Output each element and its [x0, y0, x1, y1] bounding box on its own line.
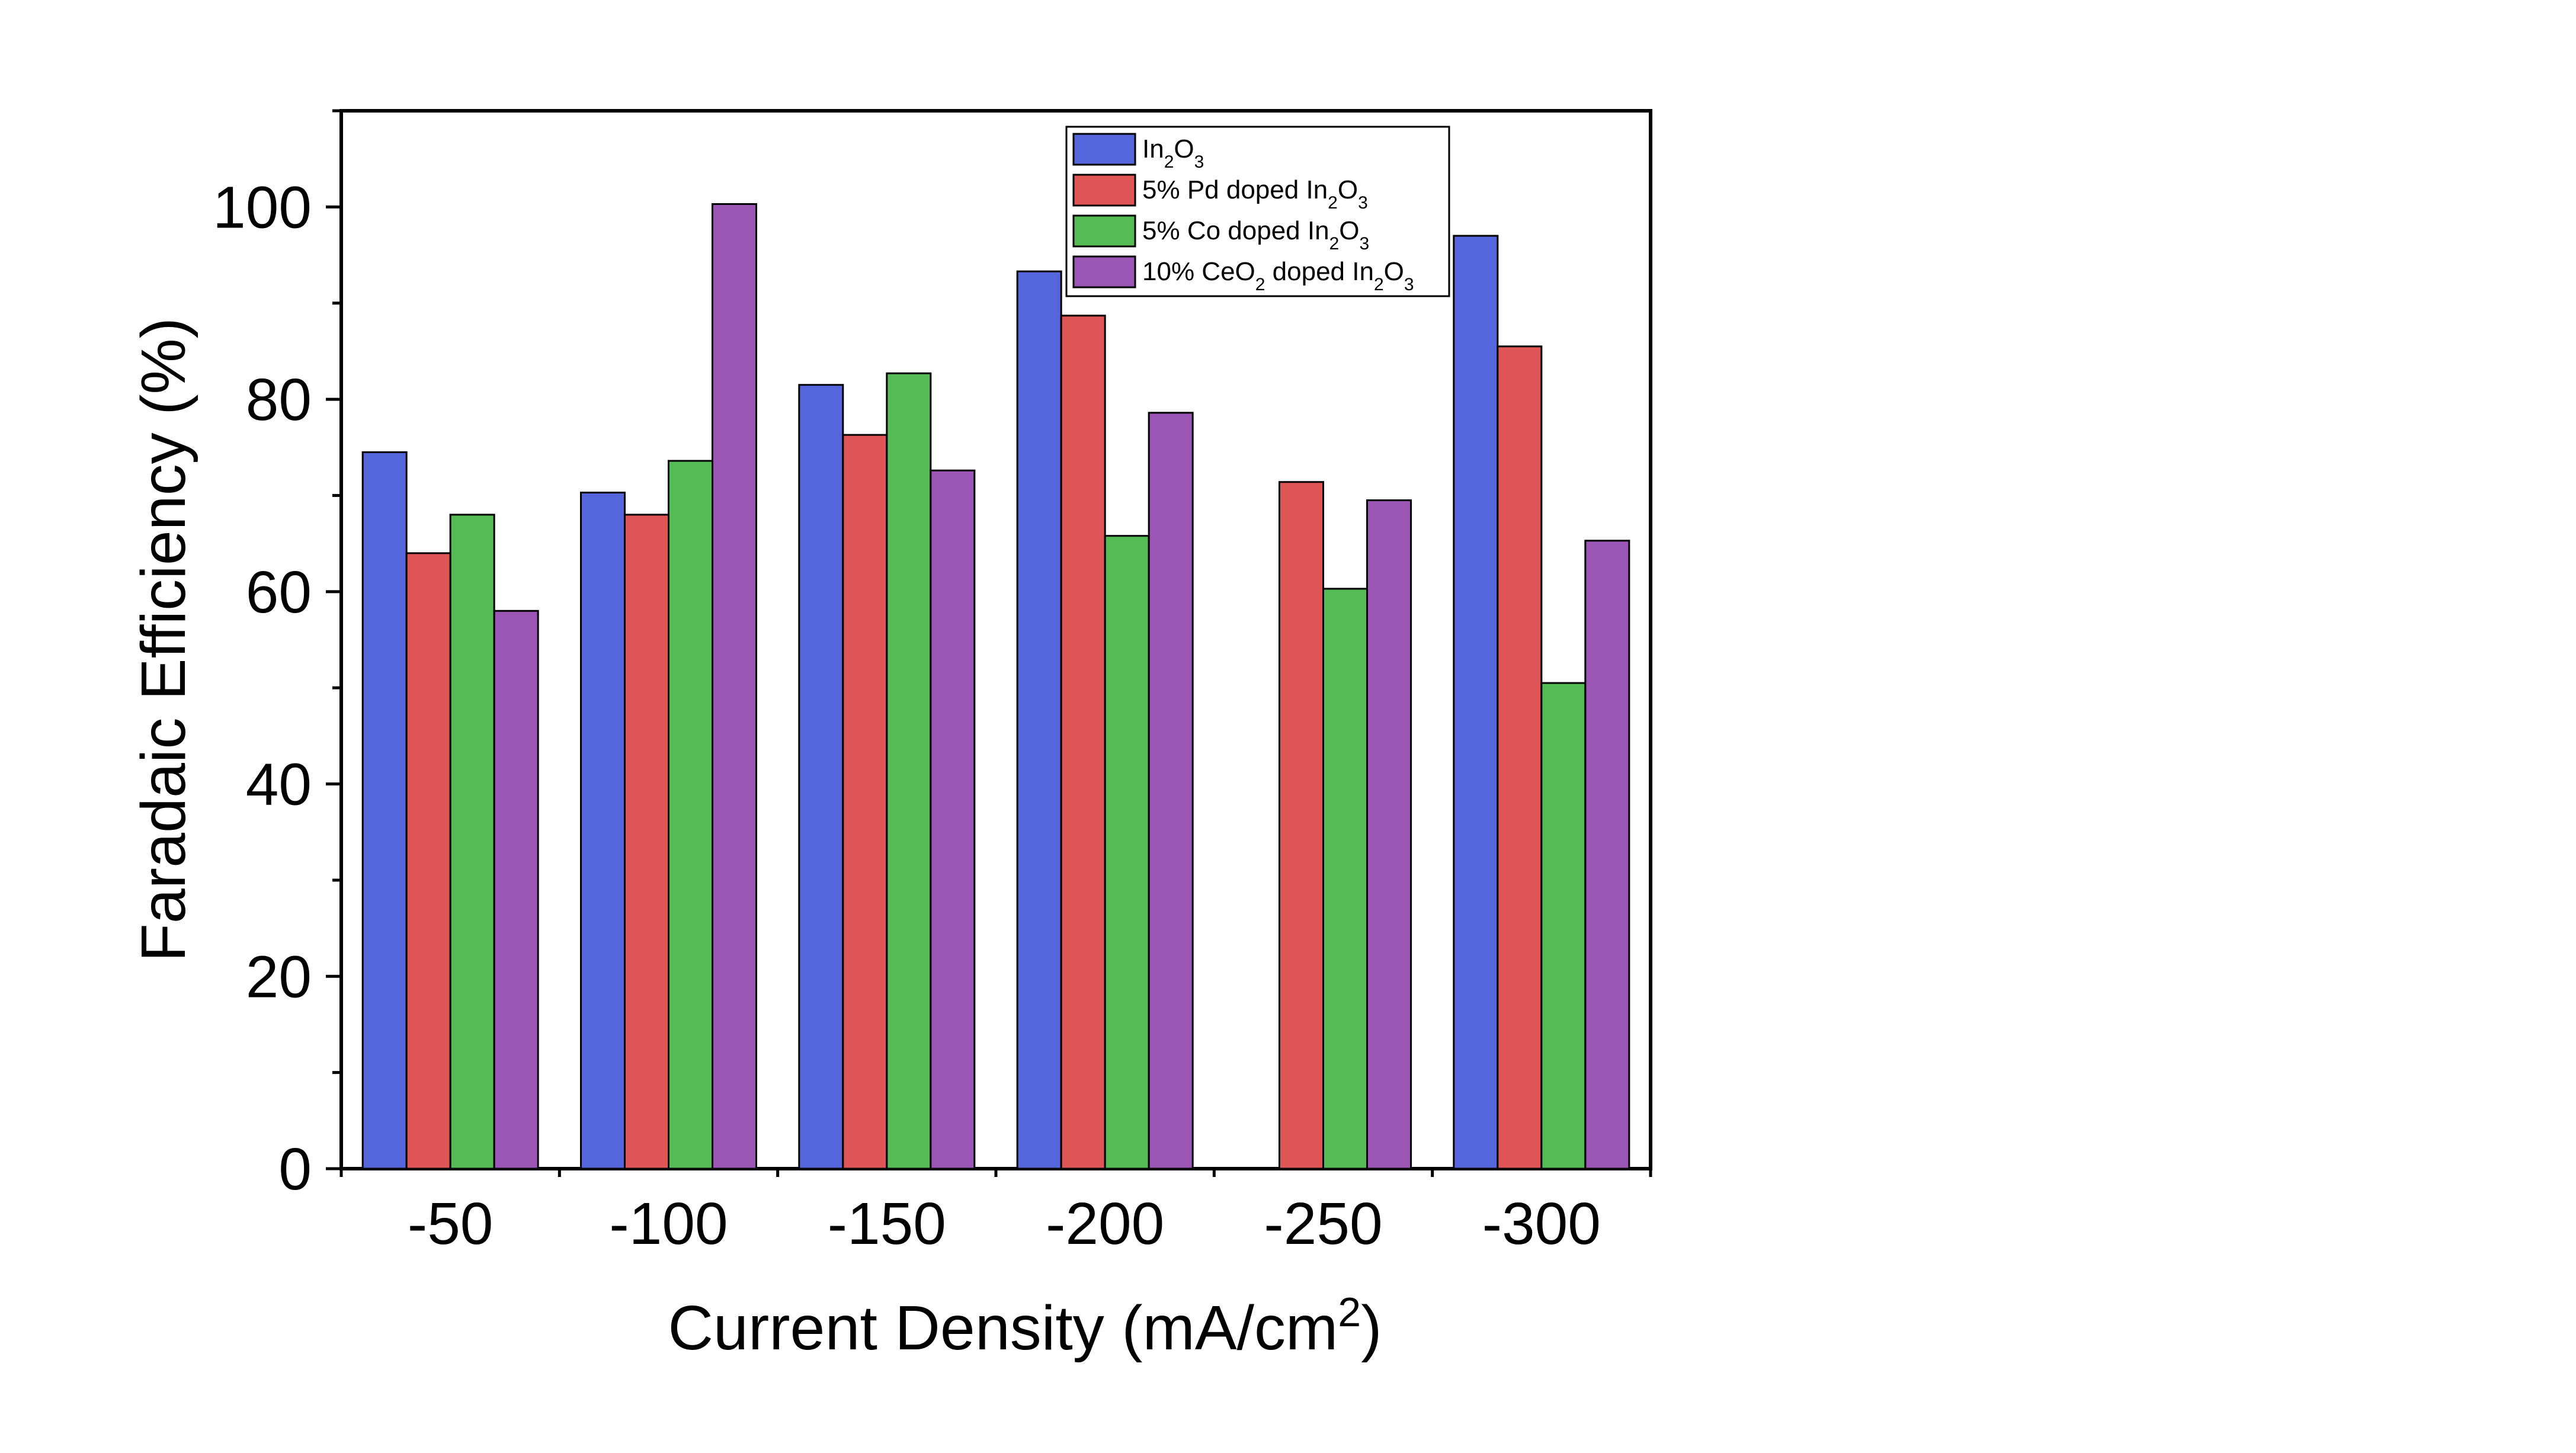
bar--200-series-2 [1060, 315, 1106, 1170]
legend-swatch-1 [1072, 133, 1136, 166]
x-tick-label: -200 [1046, 1191, 1164, 1257]
bar--250-series-2 [1279, 481, 1324, 1170]
y-tick-label: 40 [246, 752, 312, 818]
x-tick-label: -50 [408, 1191, 494, 1257]
bar--200-series-4 [1148, 412, 1194, 1170]
x-axis-title: Current Density (mA/cm2) [668, 1289, 1382, 1363]
bar--300-series-3 [1540, 682, 1587, 1170]
y-axis: 0 20 40 60 80 100 [213, 109, 341, 1202]
bar--300-series-4 [1584, 540, 1630, 1170]
y-tick-label: 20 [246, 944, 312, 1010]
bar--250-series-4 [1366, 499, 1412, 1170]
bar--200-series-3 [1104, 535, 1150, 1170]
bar--150-series-1 [798, 384, 844, 1170]
y-tick-label: 100 [213, 174, 312, 240]
legend-label-2: 5% Pd doped In2O3 [1142, 175, 1368, 213]
bar--100-series-3 [668, 460, 713, 1170]
legend-swatch-3 [1072, 214, 1136, 248]
legend-label-4: 10% CeO2 doped In2O3 [1142, 257, 1414, 294]
bar--50-series-3 [449, 514, 495, 1170]
legend-swatch-2 [1072, 174, 1136, 207]
bar--300-series-1 [1453, 235, 1499, 1170]
bar--50-series-2 [405, 552, 451, 1170]
bar--250-series-3 [1322, 588, 1368, 1170]
x-tick-label: -300 [1482, 1191, 1601, 1257]
bar--50-series-4 [493, 610, 539, 1170]
x-axis-title-sup: 2 [1338, 1289, 1361, 1335]
legend-label-3: 5% Co doped In2O3 [1142, 216, 1369, 254]
bar--200-series-1 [1016, 270, 1062, 1170]
x-axis: -50 -100 -150 -200 -250 -300 [339, 1169, 1652, 1257]
legend-label-1: In2O3 [1142, 134, 1204, 172]
bar--150-series-4 [930, 469, 976, 1170]
bar--300-series-2 [1497, 345, 1543, 1170]
bar--150-series-3 [886, 372, 932, 1170]
legend-swatch-4 [1072, 255, 1136, 288]
y-axis-title: Faradaic Efficiency (%) [129, 317, 198, 962]
bar--100-series-1 [580, 492, 626, 1170]
bar--100-series-4 [712, 203, 757, 1170]
y-tick-label: 60 [246, 559, 312, 626]
x-axis-title-end: ) [1361, 1293, 1382, 1363]
x-tick-label: -150 [828, 1191, 946, 1257]
bar--150-series-2 [842, 434, 888, 1170]
y-tick-label: 80 [246, 367, 312, 433]
bar--50-series-1 [361, 451, 408, 1170]
x-tick-label: -100 [609, 1191, 728, 1257]
x-tick-label: -250 [1264, 1191, 1382, 1257]
x-axis-title-main: Current Density (mA/cm [668, 1293, 1338, 1363]
bars-group [361, 203, 1630, 1170]
bar--100-series-2 [624, 514, 669, 1170]
y-tick-label: 0 [278, 1136, 312, 1202]
